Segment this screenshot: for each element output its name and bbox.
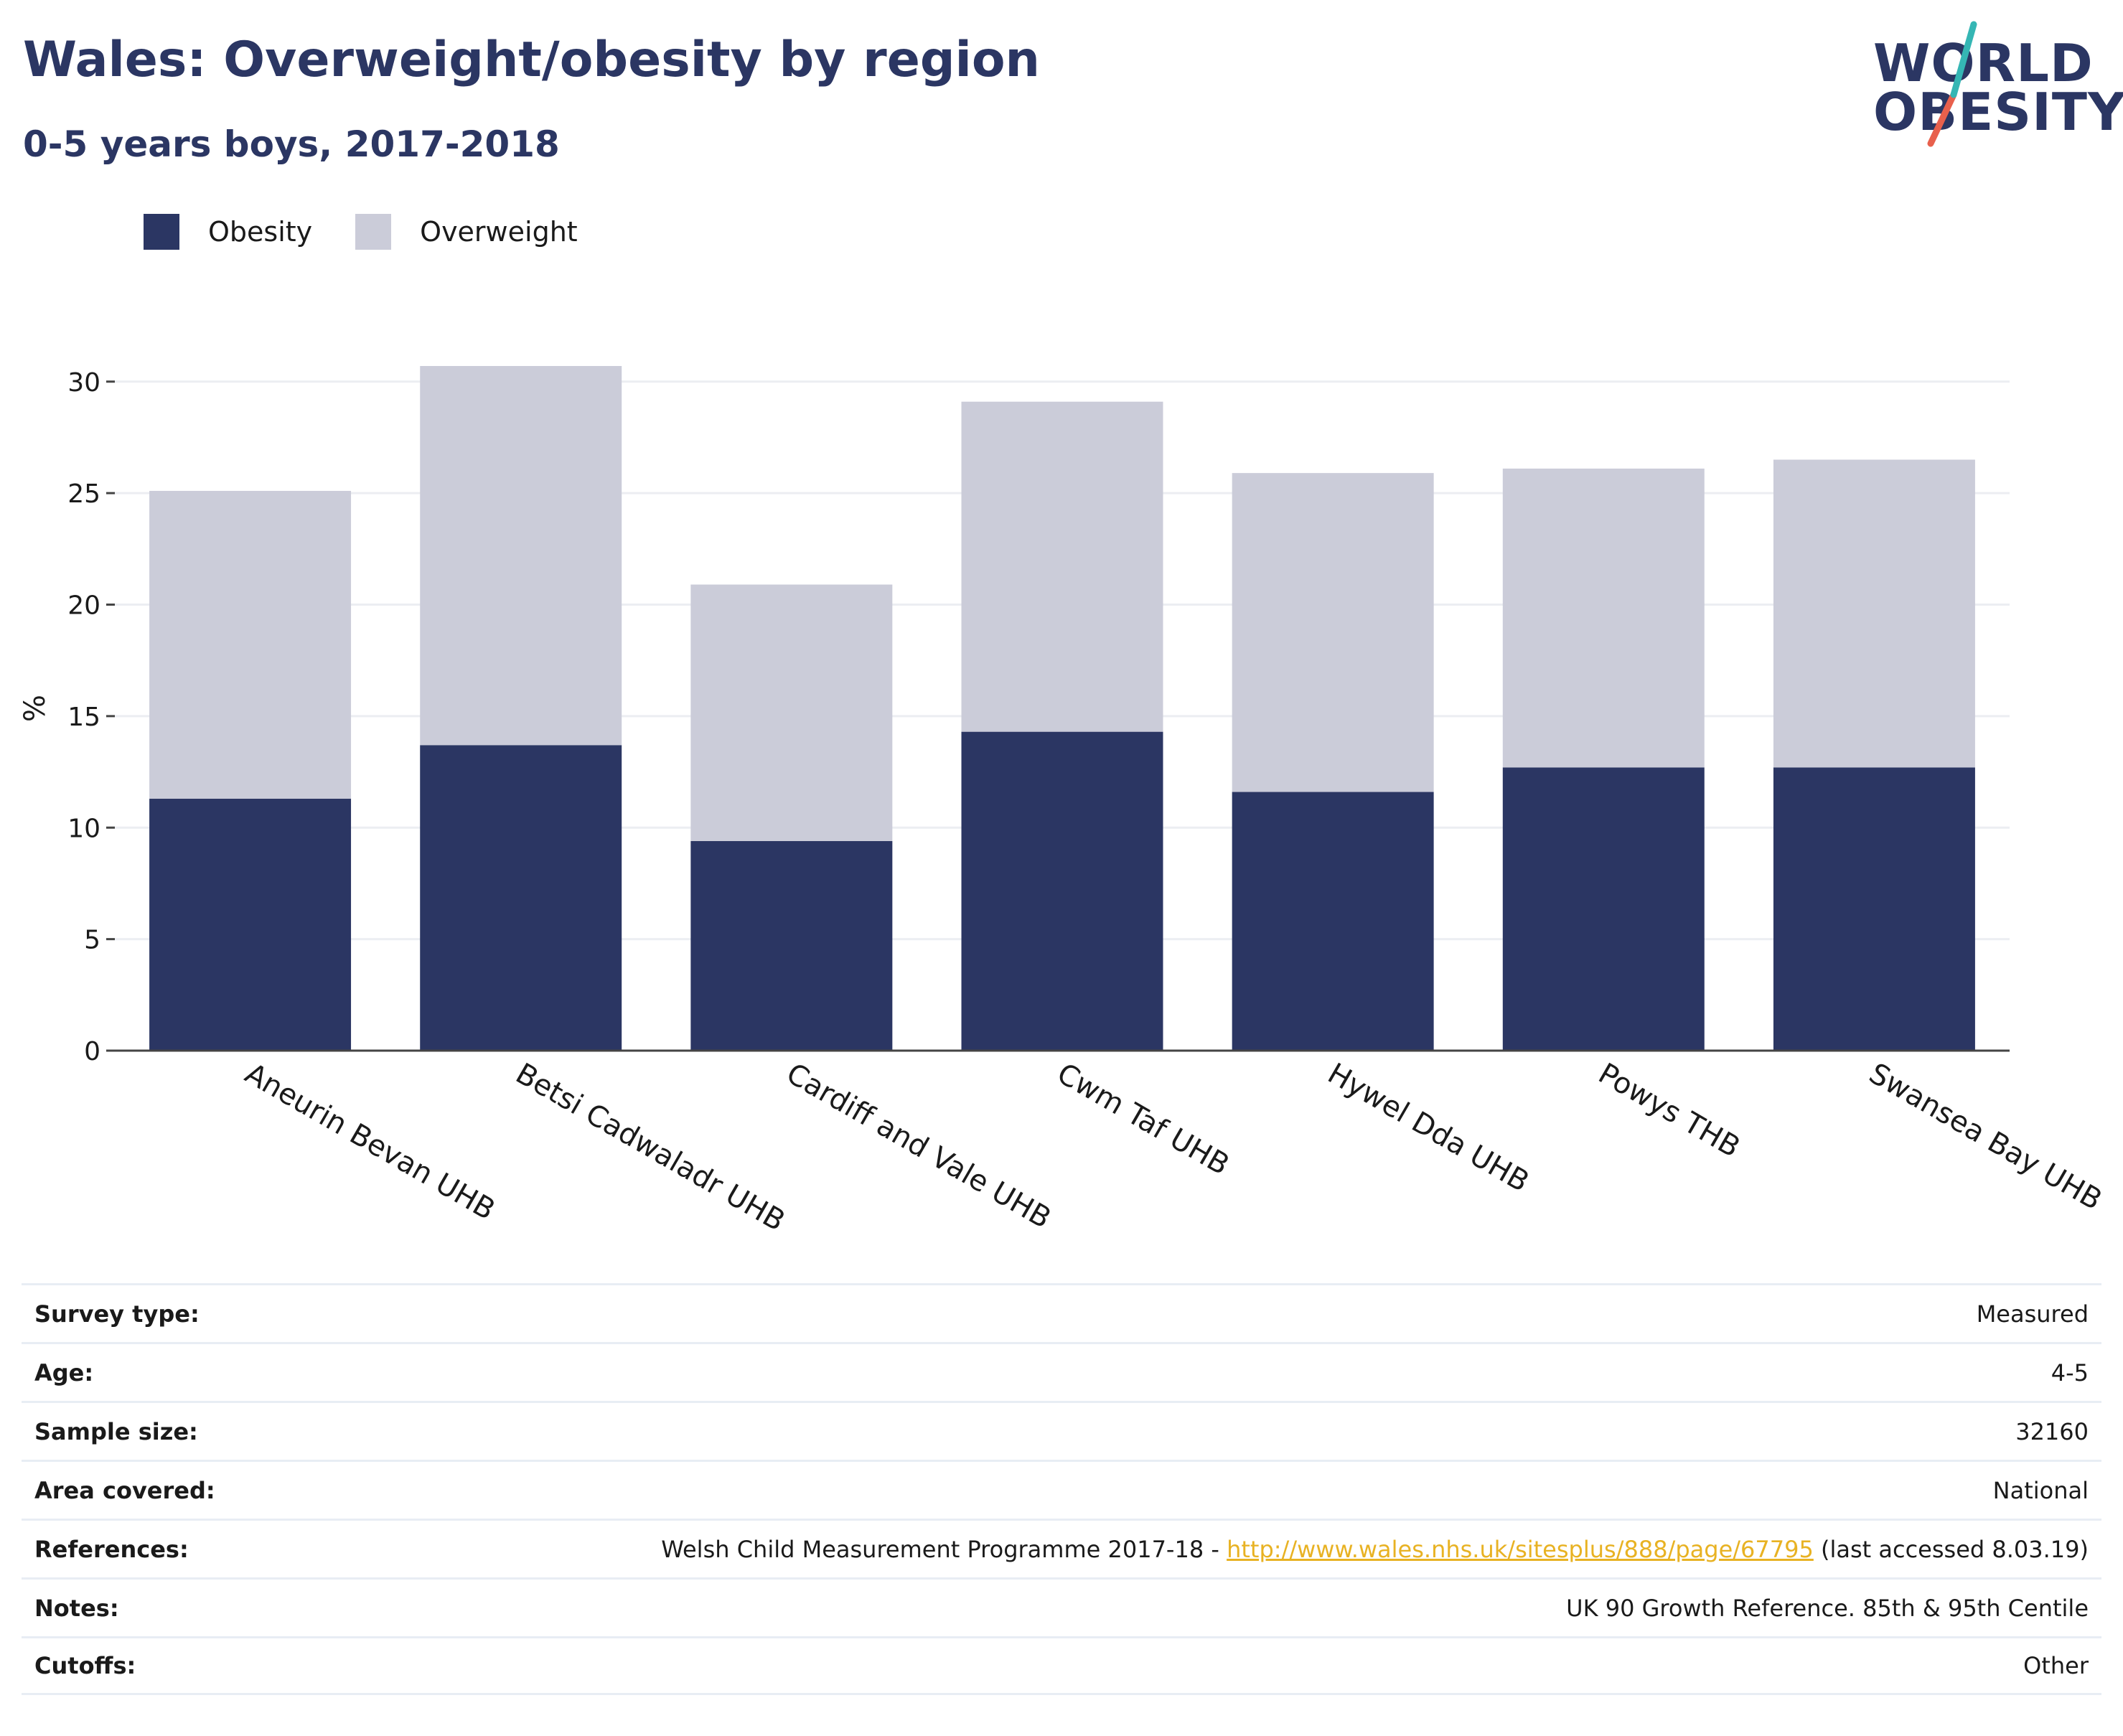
info-row-sample-size: Sample size: 32160 [22,1401,2101,1460]
info-row-area-covered: Area covered: National [22,1460,2101,1519]
reference-link[interactable]: http://www.wales.nhs.uk/sitesplus/888/pa… [1227,1535,1814,1563]
world-obesity-logo[interactable]: WORLD OBESITY [1873,20,2123,149]
info-key: Notes: [34,1594,119,1622]
info-key: Age: [34,1359,94,1387]
info-key: Survey type: [34,1300,200,1328]
y-tick-label: 10 [67,814,100,843]
bar-overweight [149,491,352,799]
bar-overweight [1773,459,1975,768]
info-value: 32160 [2015,1417,2089,1445]
legend-label-obesity: Obesity [208,216,313,248]
legend-label-overweight: Overweight [420,216,578,248]
info-key: References: [34,1535,189,1563]
info-key: Sample size: [34,1417,198,1445]
page-subtitle: 0-5 years boys, 2017-2018 [23,123,560,165]
chart-legend: Obesity Overweight [144,214,621,250]
bar-obesity [1502,767,1705,1051]
info-row-cutoffs: Cutoffs: Other [22,1636,2101,1695]
legend-swatch-obesity [144,214,179,250]
bar-overweight [1502,468,1705,768]
y-tick-label: 20 [67,591,100,621]
y-tick-label: 30 [67,368,100,398]
y-tick-label: 5 [84,926,100,955]
x-tick-label: Cardiff and Vale UHB [781,1057,1056,1235]
bar-obesity [149,798,352,1051]
bar-overweight [961,401,1163,732]
stacked-bar-chart: 0 5 10 15 20 25 30% Aneurin Bevan UHB Betsi Cadw… [19,366,2107,1238]
x-tick-label: Betsi Cadwaladr UHB [510,1057,791,1238]
x-tick-label: Aneurin Bevan UHB [240,1057,501,1227]
y-tick-label: 15 [67,703,100,732]
bar-overweight [690,584,893,841]
info-row-age: Age: 4-5 [22,1342,2101,1401]
bar-obesity [420,745,622,1051]
reference-accessed-text: (last accessed 8.03.19) [1813,1535,2089,1563]
info-value: 4-5 [2051,1359,2089,1387]
reference-text: Welsh Child Measurement Programme 2017-1… [661,1535,1227,1563]
bar-obesity [1773,767,1975,1051]
y-tick-label: 25 [67,479,100,509]
info-row-references: References: Welsh Child Measurement Prog… [22,1519,2101,1577]
legend-swatch-overweight [355,214,392,250]
x-tick-label: Swansea Bay UHB [1863,1057,2107,1217]
x-tick-label: Cwm Taf UHB [1051,1057,1234,1182]
bar-overweight [420,366,622,746]
info-row-survey-type: Survey type: Measured [22,1283,2101,1342]
bar-obesity [961,731,1163,1051]
bar-overweight [1232,473,1434,792]
logo-slash-icon [1927,21,1977,147]
x-tick-label: Hywel Dda UHB [1322,1057,1534,1198]
legend-item-obesity[interactable]: Obesity [144,214,312,250]
bar-obesity [1232,792,1434,1051]
survey-info-table: Survey type: Measured Age: 4-5 Sample si… [22,1283,2101,1695]
legend-item-overweight[interactable]: Overweight [355,214,578,250]
logo-text-line1: WORLD [1873,33,2094,93]
page-title: Wales: Overweight/obesity by region [23,32,1040,88]
info-value: National [1992,1476,2089,1504]
info-key: Cutoffs: [34,1652,136,1679]
info-row-notes: Notes: UK 90 Growth Reference. 85th & 95… [22,1577,2101,1636]
info-key: Area covered: [34,1476,215,1504]
info-value: Other [2023,1652,2089,1679]
y-tick-label: 0 [84,1037,100,1066]
x-tick-label: Powys THB [1593,1057,1745,1164]
logo-text-line2: OBESITY [1873,82,2123,142]
info-value: Measured [1976,1300,2089,1328]
info-value: Welsh Child Measurement Programme 2017-1… [661,1536,2089,1563]
y-axis-label: % [19,695,52,722]
info-value: UK 90 Growth Reference. 85th & 95th Cent… [1566,1594,2089,1622]
bar-obesity [690,840,893,1051]
